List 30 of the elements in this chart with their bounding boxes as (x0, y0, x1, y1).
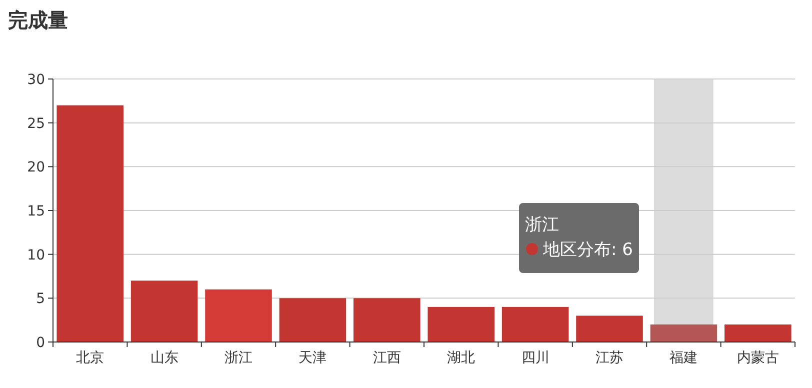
x-tick-label: 天津 (298, 350, 327, 366)
x-tick-label: 福建 (670, 350, 698, 366)
annotation: 地区分布: 6 (542, 240, 633, 260)
bar (502, 306, 569, 342)
annotation: 浙江 (525, 215, 559, 235)
x-tick-label: 北京 (76, 350, 104, 366)
bar (205, 289, 272, 342)
y-tick-label: 25 (27, 116, 45, 132)
x-tick-label: 四川 (521, 350, 550, 366)
bar (279, 298, 346, 342)
bar (650, 324, 718, 342)
y-tick-label: 5 (36, 291, 45, 308)
x-tick-label: 江西 (372, 350, 401, 366)
y-tick-label: 10 (27, 247, 45, 264)
bar (354, 298, 420, 342)
bar (724, 324, 792, 342)
y-tick-label: 0 (36, 335, 45, 351)
x-tick-label: 内蒙古 (736, 350, 779, 366)
chart-title: 完成量 (8, 8, 68, 32)
x-tick-label: 山东 (150, 350, 178, 366)
y-tick-label: 15 (27, 204, 45, 220)
bar (130, 280, 198, 342)
y-tick-label: 30 (27, 72, 45, 88)
bar (428, 306, 494, 342)
bar (576, 316, 643, 342)
y-tick-label: 20 (27, 160, 45, 176)
x-tick-label: 湖北 (447, 350, 476, 366)
x-tick-label: 江苏 (596, 350, 624, 366)
bar (56, 105, 124, 342)
x-tick-label: 浙江 (224, 350, 252, 366)
